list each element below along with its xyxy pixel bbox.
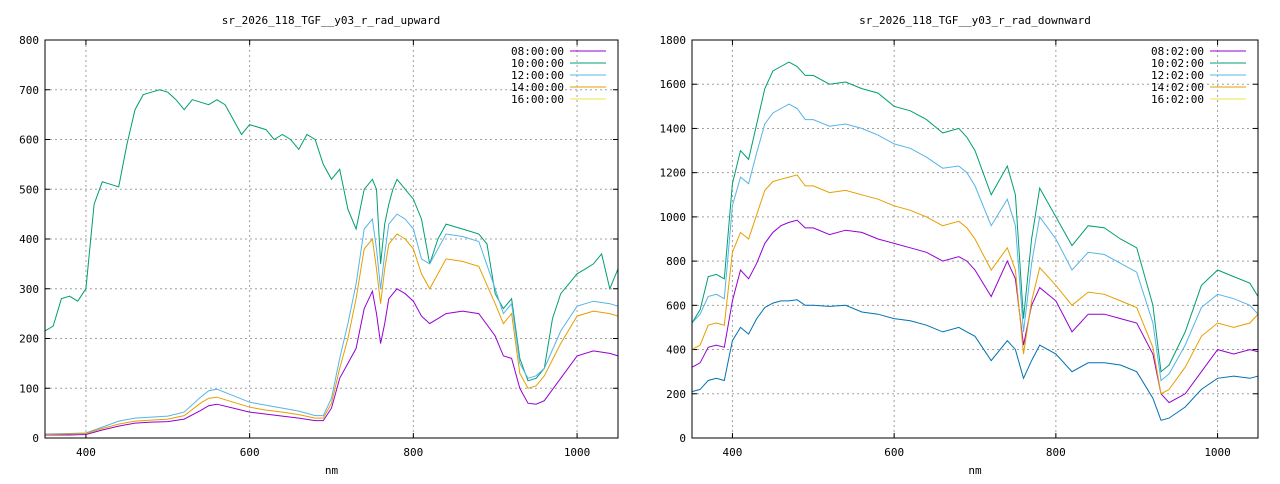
- legend-label: 14:02:00: [1151, 81, 1204, 94]
- y-tick-label: 200: [19, 333, 39, 346]
- y-tick-label: 300: [19, 283, 39, 296]
- y-tick-label: 800: [19, 34, 39, 47]
- y-tick-label: 1400: [660, 122, 687, 135]
- y-tick-label: 0: [32, 432, 39, 445]
- y-tick-label: 1800: [660, 34, 687, 47]
- x-tick-label: 800: [1046, 446, 1066, 459]
- legend-label: 08:02:00: [1151, 45, 1204, 58]
- y-tick-label: 1200: [660, 167, 687, 180]
- x-tick-label: 600: [884, 446, 904, 459]
- series-line: [692, 174, 1258, 395]
- series-line: [45, 233, 618, 435]
- legend-label: 08:00:00: [511, 45, 564, 58]
- series-line: [692, 299, 1258, 421]
- legend-label: 14:00:00: [511, 81, 564, 94]
- x-tick-label: 400: [76, 446, 96, 459]
- series-line: [692, 61, 1258, 373]
- plot-frame: [44, 39, 619, 439]
- y-tick-label: 400: [666, 344, 686, 357]
- plot-frame: [691, 39, 1259, 439]
- x-tick-label: 1000: [1204, 446, 1231, 459]
- series-group: [692, 61, 1258, 421]
- x-tick-label: 1000: [564, 446, 591, 459]
- downward-radiance-chart: 0 200 400 600 800 1000 1200 1400 1600 1800 400 600 8…: [660, 14, 1259, 477]
- y-tick-label: 100: [19, 382, 39, 395]
- y-tick-label: 700: [19, 84, 39, 97]
- y-tick-label: 600: [666, 299, 686, 312]
- legend-label: 16:02:00: [1151, 93, 1204, 106]
- y-tick-label: 400: [19, 233, 39, 246]
- series-line: [45, 89, 618, 382]
- y-tick-label: 200: [666, 388, 686, 401]
- y-tick-label: 600: [19, 134, 39, 147]
- legend-label: 12:02:00: [1151, 69, 1204, 82]
- series-line: [692, 219, 1258, 404]
- grid: [45, 40, 618, 438]
- series-group: [45, 89, 618, 436]
- x-tick-label: 400: [722, 446, 742, 459]
- ticks: 0 200 400 600 800 1000 1200 1400 1600 1800 400 600 8…: [660, 34, 1258, 459]
- chart-title: sr_2026_118_TGF__y03_r_rad_downward: [859, 14, 1091, 27]
- legend-label: 10:00:00: [511, 57, 564, 70]
- x-axis-label: nm: [325, 464, 339, 477]
- y-tick-label: 500: [19, 183, 39, 196]
- series-line: [45, 288, 618, 436]
- legend-label: 16:00:00: [511, 93, 564, 106]
- chart-title: sr_2026_118_TGF__y03_r_rad_upward: [222, 14, 441, 27]
- legend-label: 12:00:00: [511, 69, 564, 82]
- y-tick-label: 1600: [660, 78, 687, 91]
- y-tick-label: 800: [666, 255, 686, 268]
- y-tick-label: 1000: [660, 211, 687, 224]
- series-line: [45, 213, 618, 435]
- y-tick-label: 0: [679, 432, 686, 445]
- upward-radiance-chart: 0 100 200 300 400 500 600 700 800 400 600 800 1000 sr…: [19, 14, 619, 477]
- x-tick-label: 800: [403, 446, 423, 459]
- ticks: 0 100 200 300 400 500 600 700 800 400 600 800 1000: [19, 34, 618, 459]
- series-line: [692, 103, 1258, 382]
- x-axis-label: nm: [968, 464, 982, 477]
- legend-label: 10:02:00: [1151, 57, 1204, 70]
- x-tick-label: 600: [240, 446, 260, 459]
